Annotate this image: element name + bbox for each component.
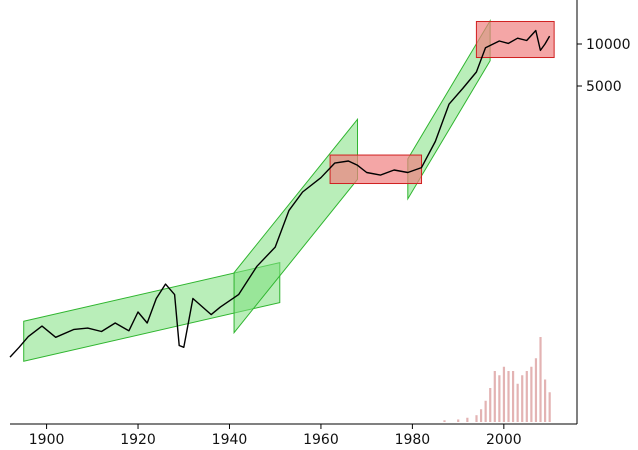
volume-bar: [466, 417, 469, 422]
x-tick-label: 1920: [120, 432, 156, 448]
volume-bar: [534, 358, 538, 422]
y-tick-label: 5000: [586, 79, 622, 95]
y-tick-label: 10000: [586, 37, 631, 53]
x-tick-label: 1980: [395, 432, 431, 448]
volume-bar: [521, 375, 524, 422]
x-ticks: 1900 1920 1940 1960 1980 2000: [29, 424, 522, 448]
volume-bar: [516, 383, 519, 422]
uptrend-channel: [233, 117, 359, 335]
sideways-range-box: [329, 154, 423, 185]
volume-bar: [493, 371, 496, 422]
volume-bar: [548, 392, 551, 422]
volume-bar: [502, 366, 506, 422]
x-tick-label: 1900: [29, 432, 65, 448]
volume-bar: [457, 419, 460, 422]
volume-layer: [443, 337, 551, 422]
volume-bar: [525, 371, 528, 422]
volume-bar: [498, 375, 501, 422]
volume-bar: [479, 409, 483, 422]
y-ticks: 10000 5000: [577, 37, 631, 95]
volume-bar: [511, 371, 515, 422]
x-tick-label: 2000: [486, 432, 522, 448]
overlay-layer: [23, 18, 555, 362]
volume-bar: [443, 420, 446, 422]
volume-bar: [543, 379, 547, 422]
volume-bar: [539, 337, 542, 422]
volume-bar: [489, 388, 492, 422]
axis-layer: [10, 0, 578, 425]
volume-bar: [507, 371, 510, 422]
volume-bar: [484, 400, 487, 422]
x-tick-label: 1940: [212, 432, 248, 448]
x-tick-label: 1960: [303, 432, 339, 448]
price-line: [9, 29, 551, 358]
volume-bar: [475, 415, 478, 422]
volume-bar: [530, 366, 533, 422]
series-layer: [9, 29, 551, 358]
